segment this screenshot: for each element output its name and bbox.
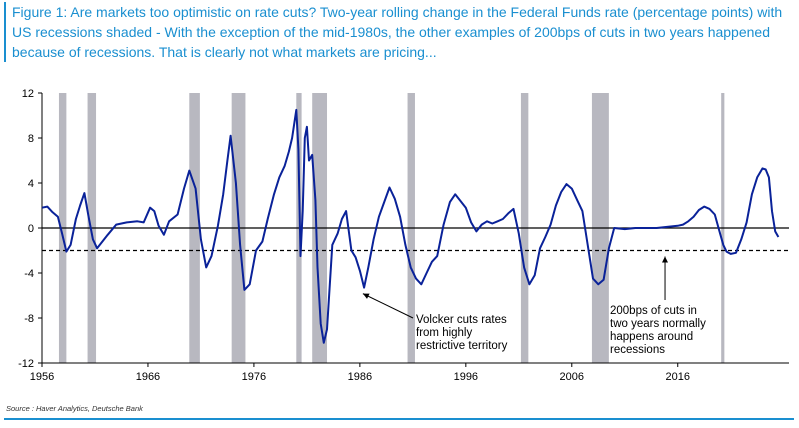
annotation-arrow-head-1 (662, 256, 668, 263)
y-tick-label-2: 4 (28, 178, 34, 190)
annotation-0-line-2: restrictive territory (416, 340, 508, 352)
annotation-0-line-1: from highly (416, 327, 472, 339)
annotation-arrow-line-0 (362, 293, 414, 319)
x-tick-label-6: 2016 (666, 371, 690, 383)
y-axis-ticks: 12 8 4 0 -4 -8 -12 (18, 88, 42, 370)
bottom-rule (4, 418, 794, 420)
x-tick-label-5: 2006 (560, 371, 584, 383)
chart-svg: 12 8 4 0 -4 -8 -12 1956 1966 1976 1986 1996 2006 201… (18, 88, 789, 383)
annotation-1-line-1: two years normally (610, 318, 706, 330)
y-tick-label-5: -8 (24, 313, 34, 325)
x-tick-label-2: 1976 (242, 371, 266, 383)
x-tick-label-3: 1986 (348, 371, 372, 383)
annotation-1-line-0: 200bps of cuts in (610, 305, 697, 317)
y-tick-label-3: 0 (28, 223, 34, 235)
source-note: Source : Haver Analytics, Deutsche Bank (6, 404, 143, 413)
x-axis-ticks: 1956 1966 1976 1986 1996 2006 2016 (30, 363, 690, 383)
y-tick-label-1: 8 (28, 133, 34, 145)
annotation-1-line-3: recessions (610, 344, 665, 356)
fed-funds-change-line (41, 108, 780, 344)
annotation-1-line-2: happens around (610, 331, 693, 343)
y-tick-label-4: -4 (24, 268, 34, 280)
annotation-0-line-0: Volcker cuts rates (416, 314, 507, 326)
annotation-arrow-head-0 (362, 293, 370, 299)
x-tick-label-1: 1966 (136, 371, 160, 383)
chart-title: Figure 1: Are markets too optimistic on … (4, 2, 799, 62)
y-tick-label-0: 12 (22, 88, 34, 100)
x-tick-label-0: 1956 (30, 371, 54, 383)
x-tick-label-4: 1996 (454, 371, 478, 383)
y-tick-label-6: -12 (18, 358, 34, 370)
